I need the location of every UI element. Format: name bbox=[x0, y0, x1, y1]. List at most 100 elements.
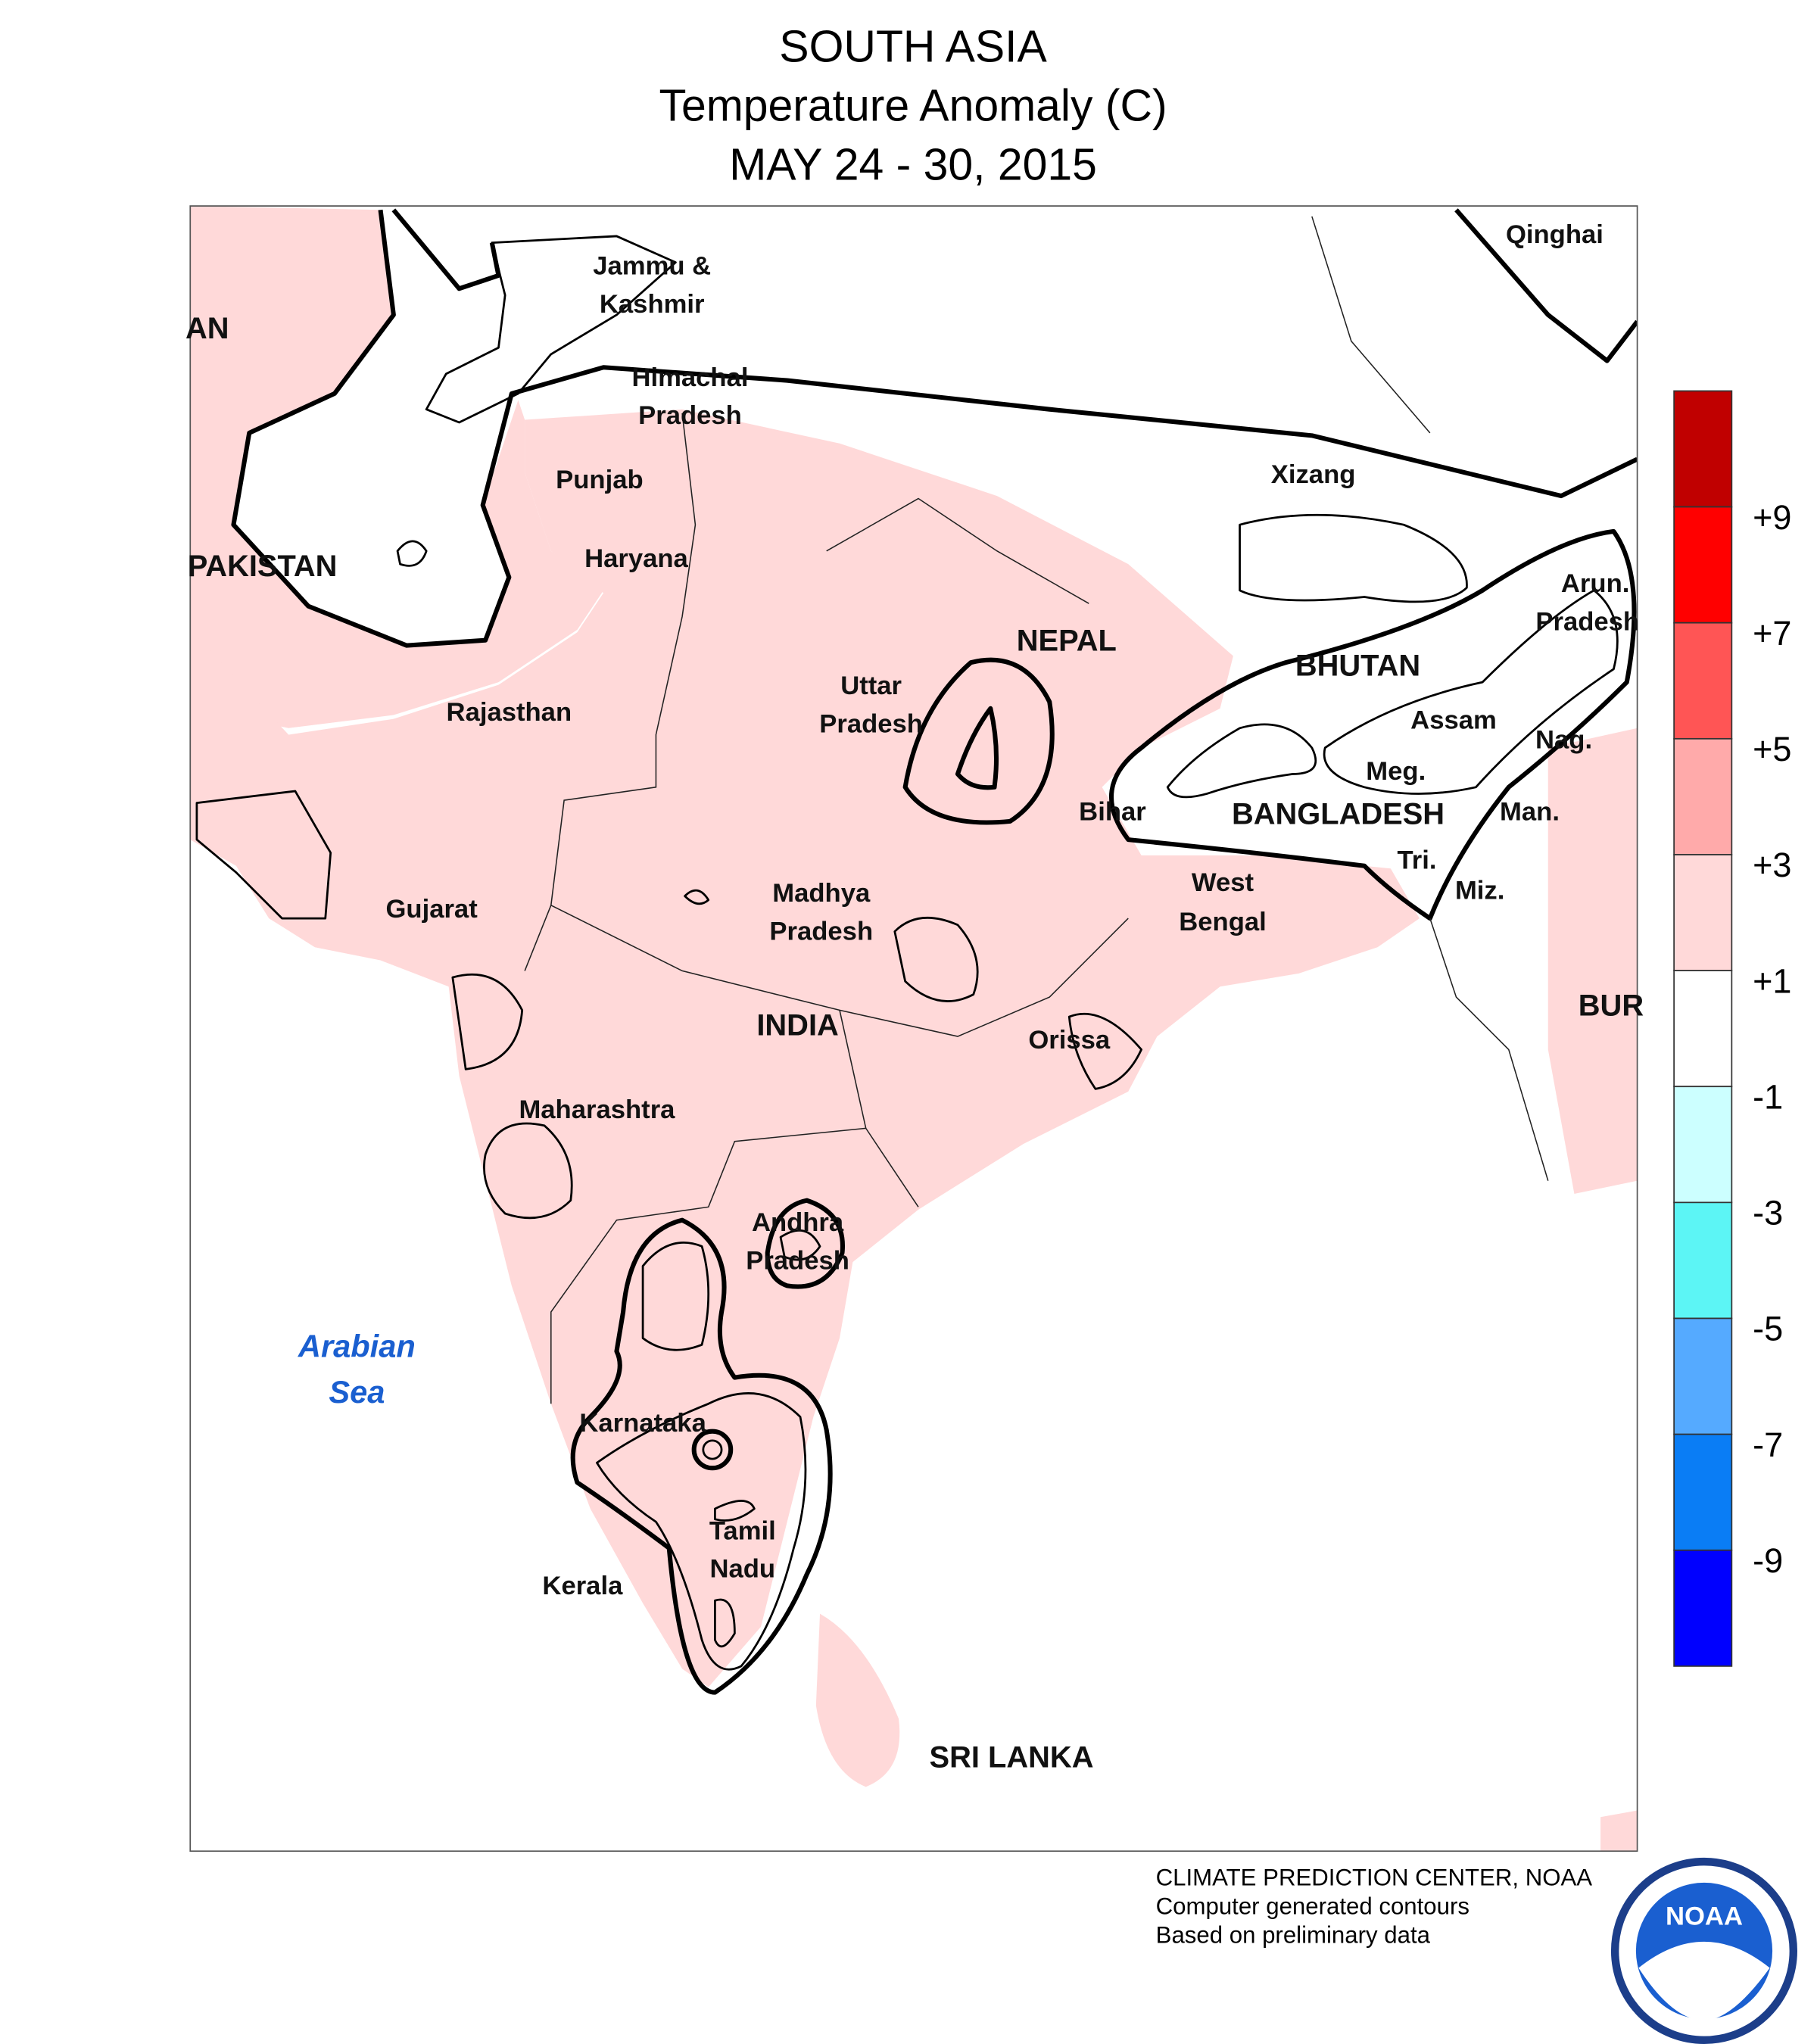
region-label: Pradesh bbox=[638, 401, 742, 430]
region-label: Rajasthan bbox=[447, 698, 572, 727]
region-label: Bengal bbox=[1179, 908, 1266, 936]
region-label: Orissa bbox=[1028, 1026, 1111, 1055]
legend-swatch bbox=[1673, 1317, 1733, 1435]
anomaly-area bbox=[902, 657, 1055, 825]
footer-line: Based on preliminary data bbox=[1156, 1922, 1431, 1949]
anomaly-area bbox=[396, 540, 428, 567]
footer-line: Computer generated contours bbox=[1156, 1893, 1469, 1919]
anomaly-area bbox=[425, 235, 677, 424]
noaa-logo: NOAA bbox=[1610, 1857, 1798, 2044]
region-label: Assam bbox=[1410, 706, 1497, 734]
legend-swatch bbox=[1673, 390, 1733, 508]
anomaly-area bbox=[714, 1500, 756, 1522]
date-range: MAY 24 - 30, 2015 bbox=[729, 140, 1097, 189]
region-label: BANGLADESH bbox=[1232, 797, 1445, 830]
region-label: Pradesh bbox=[1535, 607, 1639, 636]
legend-swatch bbox=[1673, 970, 1733, 1088]
legend: +9 +7 +5 +3 +1 -1 -3 -5 -7 -9 bbox=[1673, 390, 1791, 1667]
anomaly-area bbox=[451, 973, 524, 1070]
legend-label: -1 bbox=[1753, 1077, 1783, 1116]
anomaly-area bbox=[815, 1613, 900, 1787]
region-label: Kerala bbox=[542, 1572, 623, 1600]
region-label: Miz. bbox=[1455, 877, 1504, 905]
contour bbox=[955, 706, 999, 790]
region-label: Xizang bbox=[1271, 460, 1356, 489]
region-label: SRI LANKA bbox=[930, 1740, 1094, 1774]
legend-label: -7 bbox=[1753, 1426, 1783, 1464]
region-label: Jammu & bbox=[593, 252, 711, 281]
region-label: BHUTAN bbox=[1295, 650, 1420, 683]
region-label: Uttar bbox=[840, 671, 902, 700]
logo-bird bbox=[1638, 1941, 1770, 2021]
region-label: Arun. bbox=[1561, 569, 1629, 598]
region-label: Maharashtra bbox=[519, 1095, 675, 1124]
region-label: Pradesh bbox=[769, 917, 873, 946]
subtitle: Temperature Anomaly (C) bbox=[659, 81, 1167, 130]
map-area bbox=[190, 206, 1638, 1852]
legend-label: +3 bbox=[1753, 846, 1791, 884]
anomaly-area bbox=[596, 1392, 807, 1671]
contour bbox=[691, 1429, 734, 1471]
region-label: Gujarat bbox=[385, 895, 478, 924]
anomaly-area bbox=[1239, 513, 1468, 603]
region-label: NEPAL bbox=[1017, 625, 1117, 658]
region-label: Tri. bbox=[1397, 846, 1436, 875]
anomaly-area bbox=[1323, 589, 1619, 795]
region-label: Kashmir bbox=[600, 290, 705, 319]
region-label: Haryana bbox=[584, 544, 688, 573]
anomaly-area bbox=[779, 1229, 821, 1261]
region-label: BUR bbox=[1579, 989, 1644, 1022]
region-label: Man. bbox=[1500, 798, 1560, 827]
region-label: AN bbox=[185, 312, 229, 345]
region-label: Nadu bbox=[709, 1555, 775, 1584]
map-labels: Qinghai AN Jammu & Kashmir Himachal Pradesh Pu… bbox=[185, 220, 1644, 1774]
region-label: Qinghai bbox=[1506, 220, 1604, 249]
legend-label: -9 bbox=[1753, 1541, 1783, 1580]
region-label: Pradesh bbox=[746, 1246, 849, 1275]
region-label: Meg. bbox=[1366, 757, 1426, 786]
contour bbox=[765, 1198, 845, 1289]
region-label: Pradesh bbox=[819, 709, 923, 738]
legend-swatch bbox=[1673, 737, 1733, 855]
region-label: INDIA bbox=[756, 1008, 838, 1042]
region-label: Andhra bbox=[752, 1208, 844, 1237]
legend-label: -5 bbox=[1753, 1310, 1783, 1348]
anomaly-area bbox=[1547, 728, 1638, 1195]
region-label: Himachal bbox=[631, 363, 748, 392]
region-label: Punjab bbox=[556, 466, 643, 494]
logo-text: NOAA bbox=[1666, 1902, 1743, 1930]
legend-swatch bbox=[1673, 622, 1733, 740]
contour bbox=[231, 209, 1638, 648]
region-label: West bbox=[1192, 868, 1254, 897]
footer-line: CLIMATE PREDICTION CENTER, NOAA bbox=[1156, 1864, 1593, 1890]
region-label: Nag. bbox=[1535, 725, 1592, 754]
contour bbox=[702, 1439, 723, 1460]
anomaly-area bbox=[190, 206, 604, 728]
region-label: PAKISTAN bbox=[188, 550, 338, 583]
anomaly-area bbox=[684, 889, 710, 905]
legend-swatch bbox=[1673, 854, 1733, 971]
legend-swatch bbox=[1673, 1201, 1733, 1320]
contour bbox=[1109, 528, 1637, 921]
anomaly-area bbox=[190, 409, 1420, 1687]
title: SOUTH ASIA bbox=[779, 22, 1047, 71]
map-frame bbox=[189, 205, 1638, 1852]
contour bbox=[570, 1217, 833, 1695]
region-label: Madhya bbox=[772, 879, 871, 908]
anomaly-area bbox=[483, 1122, 573, 1220]
region-label: Karnataka bbox=[579, 1409, 706, 1438]
anomaly-area bbox=[1166, 723, 1317, 799]
legend-label: +1 bbox=[1753, 961, 1791, 1000]
legend-swatch bbox=[1673, 1086, 1733, 1204]
sea-label: Sea bbox=[329, 1374, 385, 1410]
region-label: Bihar bbox=[1079, 798, 1146, 827]
legend-swatch bbox=[1673, 1433, 1733, 1551]
contour bbox=[1454, 208, 1638, 363]
anomaly-area bbox=[714, 1598, 736, 1648]
anomaly-area bbox=[195, 790, 332, 920]
legend-swatch bbox=[1673, 506, 1733, 624]
anomaly-area bbox=[893, 916, 979, 1002]
anomaly-area bbox=[1600, 1810, 1638, 1852]
